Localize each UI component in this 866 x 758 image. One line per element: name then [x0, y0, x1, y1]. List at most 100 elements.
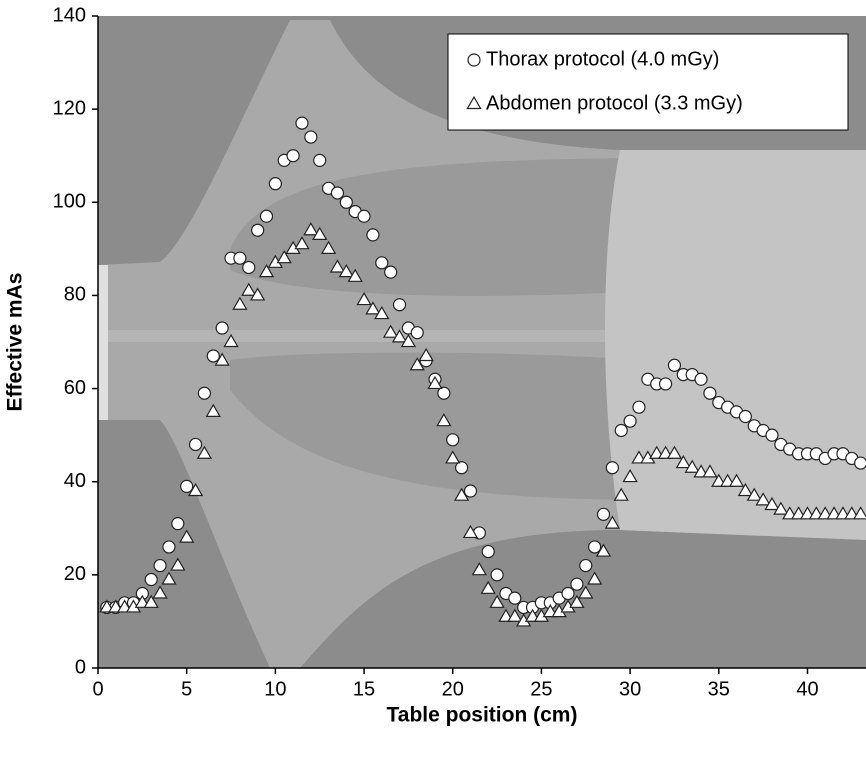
data-point [667, 358, 682, 372]
data-point [356, 291, 372, 306]
data-point [453, 487, 470, 501]
y-tick-label: 120 [53, 97, 86, 119]
data-point [436, 413, 452, 427]
data-point [268, 177, 282, 191]
data-point [304, 130, 318, 144]
data-point [853, 506, 866, 520]
data-point [622, 468, 638, 483]
y-tick-label: 0 [75, 656, 86, 678]
x-tick-label: 5 [181, 678, 192, 700]
data-point [286, 149, 300, 163]
data-point [507, 608, 523, 622]
data-point [215, 321, 229, 335]
data-point [232, 296, 248, 310]
data-point [375, 256, 389, 270]
x-axis-title: Table position (cm) [387, 704, 578, 727]
data-point [854, 456, 866, 470]
data-point [632, 400, 646, 414]
data-point [702, 464, 718, 478]
data-point [409, 357, 425, 371]
data-point [170, 557, 186, 571]
y-tick-label: 20 [64, 563, 86, 585]
data-point [197, 386, 212, 400]
y-tick-label: 40 [64, 470, 86, 492]
data-point [162, 540, 176, 554]
y-tick-label: 100 [53, 191, 86, 213]
data-point [214, 352, 230, 366]
x-tick-label: 30 [619, 678, 641, 700]
data-point [196, 445, 213, 459]
data-point [437, 386, 451, 400]
data-point [569, 594, 585, 608]
data-point [339, 195, 353, 209]
data-point [187, 482, 204, 497]
data-point [578, 585, 594, 599]
data-point [258, 264, 275, 278]
y-tick-label: 60 [64, 377, 86, 399]
legend-label: Thorax protocol (4.0 mGy) [486, 48, 719, 70]
data-point [338, 264, 354, 278]
data-point [383, 324, 399, 338]
data-point [446, 433, 460, 447]
legend-label: Abdomen protocol (3.3 mGy) [486, 92, 743, 114]
data-point [384, 265, 398, 279]
data-point [675, 454, 691, 469]
y-tick-label: 140 [53, 4, 86, 26]
data-point [596, 507, 611, 521]
data-point [152, 585, 168, 599]
data-point [259, 209, 274, 223]
data-point [392, 298, 407, 312]
data-point [206, 349, 220, 363]
data-point [313, 153, 327, 167]
data-point [462, 524, 479, 539]
data-point [570, 577, 584, 591]
data-point [276, 250, 292, 264]
data-point [294, 236, 310, 250]
data-point [295, 116, 309, 130]
data-point [764, 496, 780, 511]
data-point [303, 222, 319, 236]
data-point [703, 386, 717, 400]
x-tick-label: 40 [796, 678, 818, 700]
data-point [365, 301, 381, 315]
data-point [330, 186, 345, 200]
data-point [366, 228, 380, 242]
y-tick-label: 80 [64, 284, 86, 306]
data-point [666, 445, 683, 459]
data-point [445, 450, 461, 464]
data-point [773, 501, 789, 515]
data-point [480, 580, 496, 594]
data-point [400, 333, 417, 348]
data-point [463, 484, 478, 498]
data-point [312, 226, 328, 240]
data-point [329, 259, 346, 273]
data-point [242, 260, 256, 275]
legend [447, 33, 849, 131]
data-point [765, 428, 779, 442]
data-point [658, 377, 673, 391]
data-point [241, 282, 257, 296]
x-tick-label: 35 [708, 678, 730, 700]
data-point [561, 586, 575, 601]
x-tick-label: 0 [92, 678, 103, 700]
data-point [427, 375, 443, 390]
data-point [694, 372, 708, 386]
data-point [180, 479, 194, 493]
data-point [623, 414, 637, 428]
data-point [684, 459, 700, 473]
data-point [161, 571, 177, 585]
data-point [143, 594, 159, 608]
data-point [588, 540, 602, 554]
data-point [188, 437, 203, 452]
data-point [357, 209, 371, 223]
data-point [223, 333, 239, 348]
data-point [153, 558, 167, 573]
data-point [481, 544, 495, 559]
data-point [755, 492, 771, 506]
data-point [508, 591, 522, 605]
data-point [249, 287, 266, 301]
data-point [613, 487, 629, 501]
data-point [374, 305, 390, 320]
data-point [489, 594, 505, 608]
